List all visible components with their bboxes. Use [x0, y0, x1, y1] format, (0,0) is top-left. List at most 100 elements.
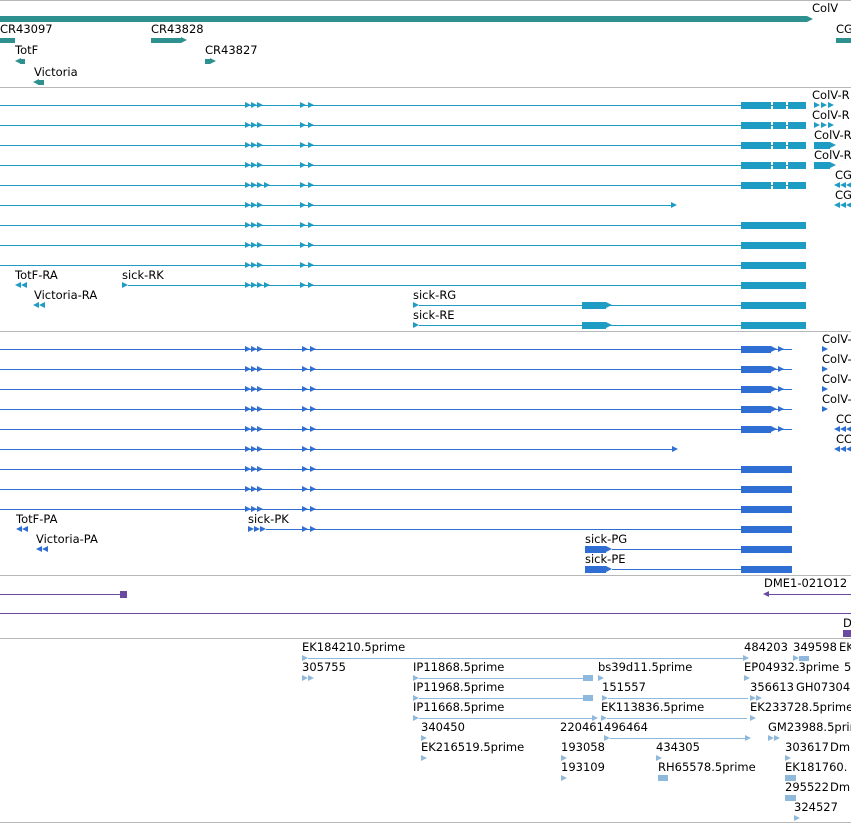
protein-label[interactable]: TotF-PA: [16, 512, 58, 526]
est-label[interactable]: 295522: [785, 780, 829, 794]
gene-feature-totf[interactable]: [20, 59, 25, 64]
transcript-label[interactable]: CG: [835, 168, 851, 182]
est-label[interactable]: 340450: [421, 720, 465, 734]
cds-block[interactable]: [585, 546, 606, 553]
transcript-label[interactable]: ColV-R: [814, 128, 851, 142]
est-label[interactable]: EK: [839, 640, 851, 654]
protein-line[interactable]: [0, 489, 792, 490]
exon-block[interactable]: [741, 302, 806, 309]
gene-feature-cr43827[interactable]: [205, 59, 210, 64]
feature-label[interactable]: D: [843, 616, 851, 630]
exon-block[interactable]: [582, 322, 606, 329]
gene-feature-victoria[interactable]: [38, 80, 44, 85]
feature-label[interactable]: DME1-021O12: [764, 576, 848, 590]
feature-block[interactable]: [843, 630, 851, 637]
est-label[interactable]: bs39d11.5prime: [598, 660, 693, 674]
est-line[interactable]: [308, 658, 743, 659]
exon-block[interactable]: [788, 142, 806, 149]
est-label[interactable]: EK113836.5prime: [601, 700, 705, 714]
cds-block[interactable]: [741, 406, 771, 413]
gene-label[interactable]: CG: [836, 22, 851, 36]
exon-block[interactable]: [788, 102, 806, 109]
transcript-label[interactable]: sick-RK: [122, 268, 164, 282]
cds-block[interactable]: [741, 526, 792, 533]
est-line[interactable]: [607, 718, 747, 719]
exon-block[interactable]: [788, 122, 806, 129]
est-label[interactable]: RH65578.5prime: [658, 760, 756, 774]
cds-block[interactable]: [741, 466, 792, 473]
est-label[interactable]: 151557: [602, 680, 646, 694]
est-block[interactable]: [785, 775, 796, 781]
intron-line[interactable]: [0, 185, 806, 186]
est-label[interactable]: IP11868.5prime: [413, 660, 505, 674]
cds-block[interactable]: [741, 366, 771, 373]
cds-block[interactable]: [741, 546, 792, 553]
protein-line[interactable]: [0, 469, 792, 470]
est-label[interactable]: 305755: [302, 660, 346, 674]
gene-feature-cr43828[interactable]: [151, 38, 181, 43]
cds-block[interactable]: [741, 506, 792, 513]
feature-line[interactable]: [0, 594, 120, 595]
est-block[interactable]: [799, 656, 809, 661]
est-label[interactable]: EP04932.3prime: [744, 660, 840, 674]
est-label[interactable]: 496464: [604, 720, 648, 734]
intron-line[interactable]: [128, 285, 806, 286]
est-label[interactable]: 349598: [793, 640, 837, 654]
exon-block[interactable]: [788, 162, 806, 169]
exon-block[interactable]: [773, 102, 786, 109]
protein-label[interactable]: sick-PG: [585, 532, 628, 546]
protein-label[interactable]: CC: [836, 412, 851, 426]
gene-feature-cg[interactable]: [836, 38, 851, 43]
exon-block[interactable]: [741, 142, 771, 149]
est-label[interactable]: GM23988.5prime: [768, 720, 851, 734]
protein-line[interactable]: [0, 429, 792, 430]
transcript-label[interactable]: ColV-R: [814, 148, 851, 162]
est-block[interactable]: [583, 675, 593, 681]
protein-label[interactable]: sick-PK: [248, 512, 289, 526]
transcript-label[interactable]: Victoria-RA: [34, 288, 98, 302]
est-line[interactable]: [610, 738, 745, 739]
protein-label[interactable]: ColV-: [822, 352, 851, 366]
exon-block[interactable]: [773, 122, 786, 129]
protein-line[interactable]: [0, 389, 792, 390]
exon-block[interactable]: [741, 282, 806, 289]
protein-line[interactable]: [0, 349, 792, 350]
est-line[interactable]: [608, 698, 748, 699]
transcript-label[interactable]: CG: [835, 188, 851, 202]
est-block[interactable]: [658, 775, 668, 781]
gene-label[interactable]: CR43828: [151, 22, 204, 36]
est-label[interactable]: EK216519.5prime: [421, 740, 525, 754]
est-label[interactable]: EK181760.: [785, 760, 848, 774]
cds-block[interactable]: [741, 566, 792, 573]
transcript-label[interactable]: ColV-R: [812, 88, 850, 102]
exon-block[interactable]: [773, 142, 786, 149]
est-label[interactable]: 356613: [750, 680, 794, 694]
protein-line[interactable]: [0, 369, 792, 370]
est-label[interactable]: EK184210.5prime: [302, 640, 406, 654]
exon-block[interactable]: [582, 302, 606, 309]
est-line[interactable]: [419, 698, 587, 699]
protein-line[interactable]: [0, 509, 792, 510]
exon-block[interactable]: [741, 222, 806, 229]
est-line[interactable]: [419, 678, 587, 679]
cds-block[interactable]: [741, 386, 771, 393]
est-label[interactable]: IP11668.5prime: [413, 700, 505, 714]
protein-label[interactable]: ColV-: [822, 332, 851, 346]
exon-block[interactable]: [741, 102, 771, 109]
cds-block[interactable]: [741, 486, 792, 493]
gene-label[interactable]: TotF: [15, 43, 39, 57]
exon-block[interactable]: [741, 182, 771, 189]
est-label[interactable]: IP11968.5prime: [413, 680, 505, 694]
gene-label[interactable]: CR43827: [205, 43, 258, 57]
intron-line[interactable]: [419, 305, 806, 306]
protein-label[interactable]: CC: [836, 432, 851, 446]
est-label[interactable]: GH07304: [796, 680, 851, 694]
cds-block[interactable]: [741, 346, 771, 353]
exon-block[interactable]: [741, 242, 806, 249]
exon-block[interactable]: [814, 142, 830, 149]
feature-line[interactable]: [769, 594, 851, 595]
protein-label[interactable]: Victoria-PA: [36, 532, 98, 546]
est-label[interactable]: 220461: [560, 720, 604, 734]
est-block[interactable]: [785, 795, 796, 801]
exon-block[interactable]: [741, 122, 771, 129]
